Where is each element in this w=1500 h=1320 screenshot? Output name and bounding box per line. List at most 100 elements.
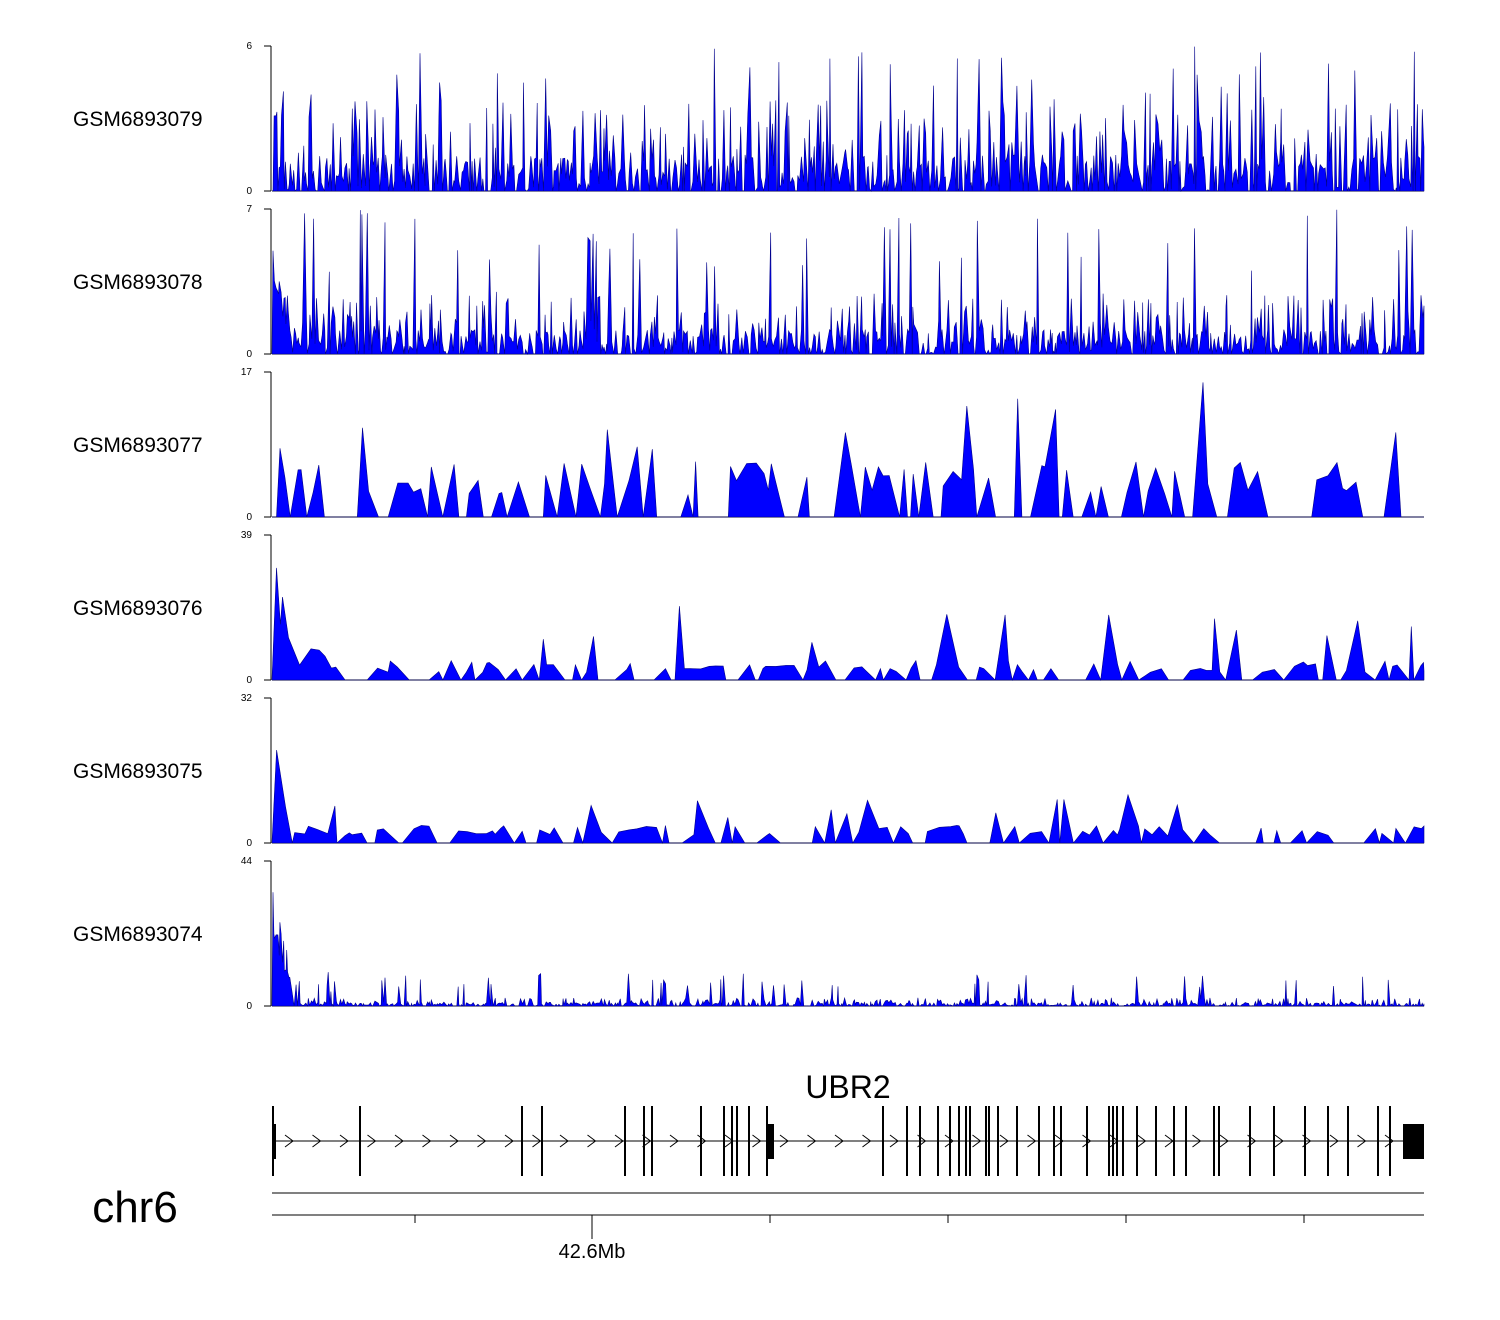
strand-arrow <box>422 1134 432 1148</box>
exon <box>1327 1106 1329 1176</box>
exon <box>937 1106 939 1176</box>
track-GSM6893077: GSM6893077 17 0 <box>73 367 1424 523</box>
exon <box>1249 1106 1251 1176</box>
y-min-label: 0 <box>246 349 252 360</box>
strand-arrow <box>1219 1134 1229 1148</box>
exon <box>723 1106 725 1176</box>
strand-arrow <box>889 1134 899 1148</box>
exon <box>521 1106 523 1176</box>
strand-arrow <box>284 1134 294 1148</box>
exon <box>1377 1106 1379 1176</box>
track-GSM6893078: GSM6893078 7 0 <box>73 204 1425 360</box>
strand-arrow <box>394 1134 404 1148</box>
strand-arrow <box>1274 1134 1284 1148</box>
position-label: 42.6Mb <box>559 1241 626 1263</box>
coverage-area <box>271 209 1425 356</box>
track-GSM6893074: GSM6893074 44 0 <box>73 856 1425 1012</box>
exon <box>731 1106 733 1176</box>
exon <box>1016 1106 1018 1176</box>
coverage-area <box>271 567 1425 682</box>
strand-arrow <box>669 1134 679 1148</box>
exon <box>1122 1106 1124 1176</box>
y-min-label: 0 <box>246 838 252 849</box>
chromosome-label: chr6 <box>92 1183 178 1232</box>
gene-model-UBR2: UBR2 <box>272 1069 1424 1176</box>
exon <box>1213 1106 1215 1176</box>
track-GSM6893076: GSM6893076 39 0 <box>73 530 1425 686</box>
strand-arrow <box>834 1134 844 1148</box>
track-GSM6893079: GSM6893079 6 0 <box>73 41 1425 197</box>
exon <box>1116 1106 1118 1176</box>
track-label: GSM6893076 <box>73 597 203 620</box>
exon <box>766 1106 768 1176</box>
exon <box>1185 1106 1187 1176</box>
exon <box>1136 1106 1138 1176</box>
exon <box>643 1106 645 1176</box>
exon <box>997 1106 999 1176</box>
y-max-label: 32 <box>241 693 253 704</box>
gene-name-label: UBR2 <box>805 1069 890 1105</box>
strand-arrow <box>587 1134 597 1148</box>
exon <box>1086 1106 1088 1176</box>
coverage-area <box>271 749 1425 845</box>
exon <box>700 1106 702 1176</box>
strand-arrow <box>642 1134 652 1148</box>
exon <box>1053 1106 1055 1176</box>
strand-arrow <box>999 1134 1009 1148</box>
exon <box>736 1106 738 1176</box>
exon <box>272 1106 274 1176</box>
exon <box>882 1106 884 1176</box>
coverage-area <box>272 382 1424 519</box>
exon <box>1389 1106 1391 1176</box>
y-min-label: 0 <box>246 512 252 523</box>
y-min-label: 0 <box>246 675 252 686</box>
strand-arrow <box>614 1134 624 1148</box>
strand-arrow <box>477 1134 487 1148</box>
strand-arrow <box>339 1134 349 1148</box>
y-max-label: 17 <box>241 367 253 378</box>
exon <box>766 1124 774 1159</box>
strand-arrow <box>559 1134 569 1148</box>
gene-exons <box>272 1106 1424 1176</box>
track-label: GSM6893077 <box>73 434 203 457</box>
strand-arrow <box>504 1134 514 1148</box>
strand-arrow <box>972 1134 982 1148</box>
strand-arrow <box>1357 1134 1367 1148</box>
y-max-label: 7 <box>246 204 252 215</box>
y-min-label: 0 <box>246 186 252 197</box>
strand-arrow <box>1082 1134 1092 1148</box>
exon <box>1173 1106 1175 1176</box>
exon <box>1038 1106 1040 1176</box>
exon <box>985 1106 987 1176</box>
strand-arrow <box>449 1134 459 1148</box>
y-min-label: 0 <box>246 1001 252 1012</box>
strand-arrow <box>532 1134 542 1148</box>
exon <box>969 1106 971 1176</box>
exon <box>1060 1106 1062 1176</box>
exon <box>1218 1106 1220 1176</box>
exon <box>541 1106 543 1176</box>
strand-arrow <box>1384 1134 1394 1148</box>
exon <box>624 1106 626 1176</box>
exon <box>958 1106 960 1176</box>
exon <box>1403 1124 1424 1159</box>
strand-arrow <box>1027 1134 1037 1148</box>
exon <box>988 1106 990 1176</box>
track-GSM6893075: GSM6893075 32 0 <box>73 693 1425 849</box>
strand-arrow <box>1329 1134 1339 1148</box>
exon <box>949 1106 951 1176</box>
genome-axis: 42.6Mb chr6 <box>92 1183 1424 1263</box>
exon <box>919 1106 921 1176</box>
coverage-area <box>271 892 1425 1008</box>
exon <box>1304 1106 1306 1176</box>
exon <box>748 1106 750 1176</box>
exon <box>651 1106 653 1176</box>
exon <box>1108 1106 1110 1176</box>
exon <box>1155 1106 1157 1176</box>
strand-arrow <box>367 1134 377 1148</box>
exon <box>1347 1106 1349 1176</box>
strand-arrow <box>752 1134 762 1148</box>
strand-arrow <box>807 1134 817 1148</box>
strand-arrow <box>1054 1134 1064 1148</box>
